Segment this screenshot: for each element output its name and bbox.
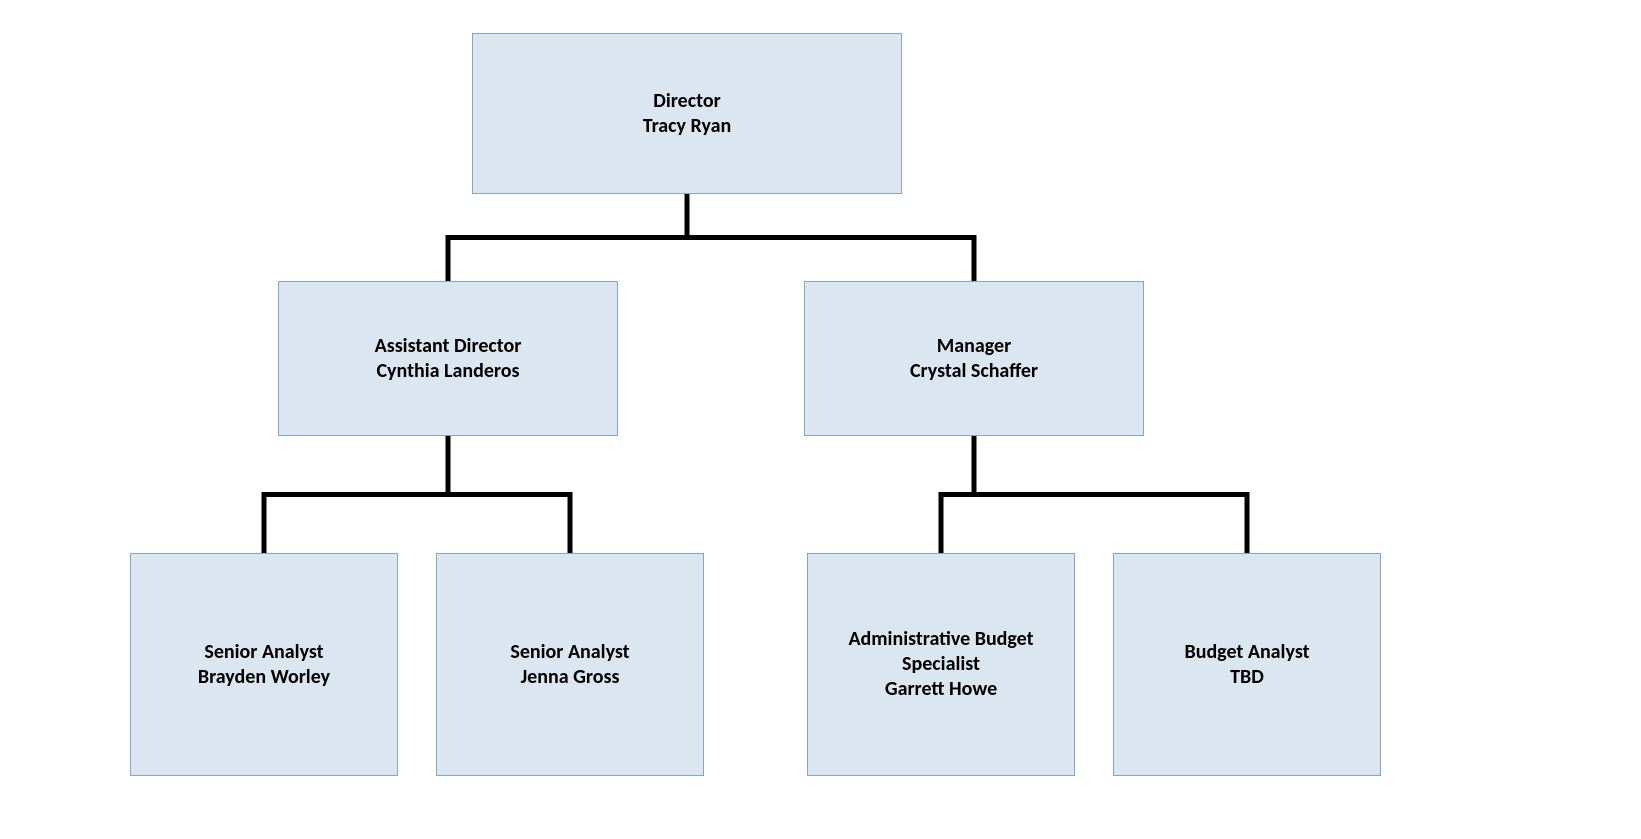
org-node-admin_bud: Administrative Budget SpecialistGarrett … (807, 553, 1075, 776)
org-node-title: Senior Analyst (510, 640, 629, 665)
org-node-name: TBD (1230, 665, 1264, 690)
org-node-title: Director (653, 89, 720, 114)
org-node-name: Brayden Worley (198, 665, 330, 690)
org-node-asst_dir: Assistant DirectorCynthia Landeros (278, 281, 618, 436)
org-node-title: Senior Analyst (204, 640, 323, 665)
org-node-name: Cynthia Landeros (376, 359, 519, 384)
org-node-title: Administrative Budget Specialist (818, 627, 1064, 677)
org-node-title: Budget Analyst (1185, 640, 1310, 665)
org-node-title: Manager (937, 334, 1011, 359)
org-node-director: DirectorTracy Ryan (472, 33, 902, 194)
org-node-bud_an: Budget AnalystTBD (1113, 553, 1381, 776)
org-node-name: Jenna Gross (521, 665, 620, 690)
org-node-manager: ManagerCrystal Schaffer (804, 281, 1144, 436)
org-node-sen_an_1: Senior AnalystBrayden Worley (130, 553, 398, 776)
org-node-name: Tracy Ryan (643, 114, 732, 139)
org-node-sen_an_2: Senior AnalystJenna Gross (436, 553, 704, 776)
org-node-title: Assistant Director (375, 334, 522, 359)
org-node-name: Crystal Schaffer (910, 359, 1038, 384)
org-node-name: Garrett Howe (885, 677, 997, 702)
